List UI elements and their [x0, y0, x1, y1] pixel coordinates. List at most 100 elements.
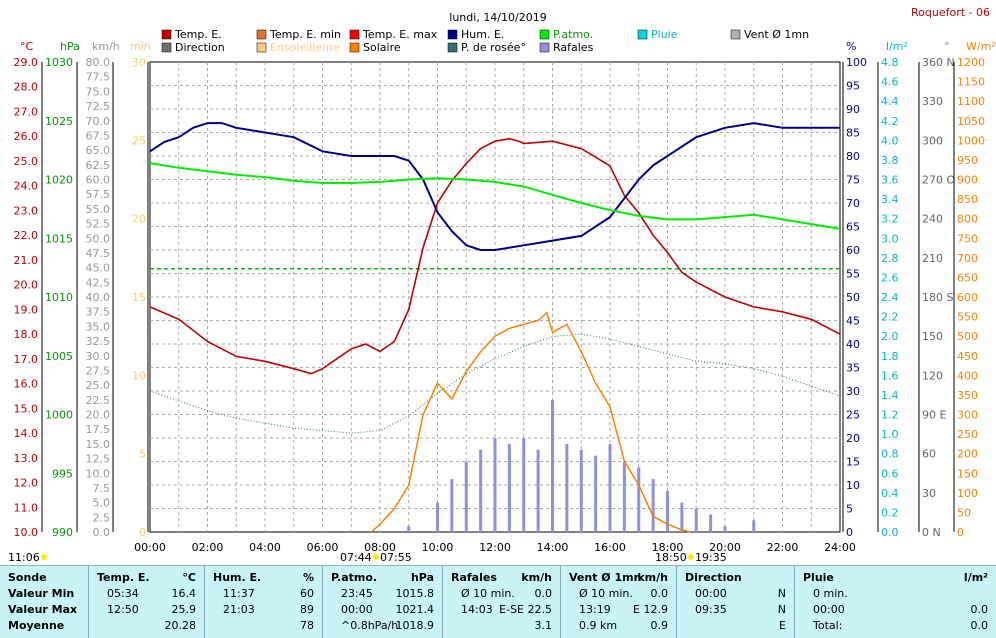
solar-tick: 850 — [957, 193, 978, 206]
station-name: Roquefort - 06 — [911, 6, 990, 19]
hum-tick: 0 — [846, 526, 853, 539]
wind-tick: 10.0 — [86, 467, 111, 480]
temp-tick: 27.0 — [14, 105, 39, 118]
wind-tick: 37.5 — [86, 306, 111, 319]
temp-tick: 10.0 — [14, 526, 39, 539]
solar-tick: 1050 — [957, 115, 985, 128]
solar-tick: 1200 — [957, 56, 985, 69]
rain-tick: 0.0 — [881, 526, 899, 539]
unit-label: °C — [20, 40, 34, 53]
wind-tick: 57.5 — [86, 188, 111, 201]
dir-tick: 270 O — [922, 174, 955, 187]
unit-label: l/m² — [886, 40, 908, 53]
table-row: 09:35 N — [695, 603, 786, 616]
hum-tick: 60 — [846, 244, 860, 257]
time-tick: 08:00 — [364, 541, 396, 554]
temp-tick: 14.0 — [14, 427, 39, 440]
wind-tick: 15.0 — [86, 438, 111, 451]
sun-icon — [688, 554, 694, 560]
wind-tick: 50.0 — [86, 232, 111, 245]
solar-tick: 50 — [957, 506, 971, 519]
table-row: 23:45 1015.8 — [341, 587, 434, 600]
wind-tick: 12.5 — [86, 453, 111, 466]
rain-tick: 0.6 — [881, 467, 899, 480]
solar-tick: 900 — [957, 174, 978, 187]
rain-tick: 2.6 — [881, 271, 899, 284]
solar-tick: 1100 — [957, 95, 985, 108]
wind-tick: 22.5 — [86, 394, 111, 407]
series-solaire — [370, 311, 691, 533]
solar-tick: 550 — [957, 311, 978, 324]
legend-label: Ensoleilleme — [270, 41, 340, 54]
hum-tick: 75 — [846, 174, 860, 187]
temp-tick: 29.0 — [14, 56, 39, 69]
wind-tick: 40.0 — [86, 291, 111, 304]
press-tick: 995 — [52, 467, 73, 480]
series-hum-e- — [149, 122, 840, 251]
table-row: 11:37 60 — [223, 587, 314, 600]
wind-tick: 35.0 — [86, 320, 111, 333]
legend-label: Temp. E. — [174, 28, 222, 41]
hum-tick: 30 — [846, 385, 860, 398]
solar-tick: 700 — [957, 252, 978, 265]
wind-tick: 52.5 — [86, 218, 111, 231]
legend-label: Temp. E. min — [269, 28, 341, 41]
temp-tick: 19.0 — [14, 303, 39, 316]
solar-tick: 200 — [957, 448, 978, 461]
hum-tick: 20 — [846, 432, 860, 445]
solar-tick: 1000 — [957, 134, 985, 147]
legend-swatch — [447, 42, 458, 53]
wind-tick: 20.0 — [86, 409, 111, 422]
wind-tick: 42.5 — [86, 276, 111, 289]
wind-tick: 2.5 — [93, 511, 111, 524]
solar-tick: 600 — [957, 291, 978, 304]
hum-tick: 80 — [846, 150, 860, 163]
legend-swatch — [637, 29, 648, 40]
rain-tick: 3.6 — [881, 174, 899, 187]
axis-units: °C hPa km/h min% l/m² ° W/m² — [20, 40, 996, 53]
temp-tick: 16.0 — [14, 378, 39, 391]
rain-tick: 3.8 — [881, 154, 899, 167]
table-row: 00:00 1021.4 — [341, 603, 434, 616]
rain-tick: 3.0 — [881, 232, 899, 245]
min-tick: 20 — [132, 213, 146, 226]
time-tick: 22:00 — [767, 541, 799, 554]
table-row: 12:50 25.9 — [107, 603, 196, 616]
unit-label: hPa — [60, 40, 80, 53]
rain-tick: 4.8 — [881, 56, 899, 69]
table-row: 00:00 0.0 — [813, 603, 988, 616]
min-tick: 0 — [139, 526, 146, 539]
rain-tick: 2.0 — [881, 330, 899, 343]
legend-label: Vent Ø 1mn — [744, 28, 809, 41]
wind-tick: 62.5 — [86, 159, 111, 172]
press-tick: 1020 — [45, 174, 73, 187]
wind-tick: 70.0 — [86, 115, 111, 128]
rain-tick: 2.2 — [881, 311, 899, 324]
table-col: P.atmo. hPa 23:45 1015.8 00:00 1021.4 ^0.8hPa/… — [322, 566, 442, 638]
legend-swatch — [539, 29, 550, 40]
rain-tick: 2.4 — [881, 291, 899, 304]
legend-label: Hum. E. — [461, 28, 504, 41]
hum-tick: 55 — [846, 268, 860, 281]
min-tick: 25 — [132, 134, 146, 147]
table-header: Vent Ø 1mn km/h — [569, 571, 668, 584]
unit-label: ° — [944, 40, 950, 53]
time-tick: 12:00 — [479, 541, 511, 554]
table-header: Hum. E.% — [213, 571, 314, 584]
wind-tick: 7.5 — [93, 482, 111, 495]
hum-tick: 40 — [846, 338, 860, 351]
rain-tick: 4.6 — [881, 76, 899, 89]
solar-tick: 100 — [957, 487, 978, 500]
dir-tick: 150 — [922, 330, 943, 343]
table-row: 78 — [300, 619, 314, 632]
table-row: ^0.8hPa/h 1018.9 — [341, 619, 434, 632]
time-tick: 16:00 — [594, 541, 626, 554]
temp-tick: 21.0 — [14, 254, 39, 267]
table-col: Rafales km/h Ø 10 min. 0.0 14:03 E-SE 22.5 3.1 — [442, 566, 560, 638]
rain-tick: 3.2 — [881, 213, 899, 226]
solar-tick: 650 — [957, 271, 978, 284]
table-row: 0 min. — [813, 587, 848, 600]
table-header: Rafales km/h — [451, 571, 552, 584]
time-tick: 10:00 — [422, 541, 454, 554]
rain-tick: 0.4 — [881, 487, 899, 500]
